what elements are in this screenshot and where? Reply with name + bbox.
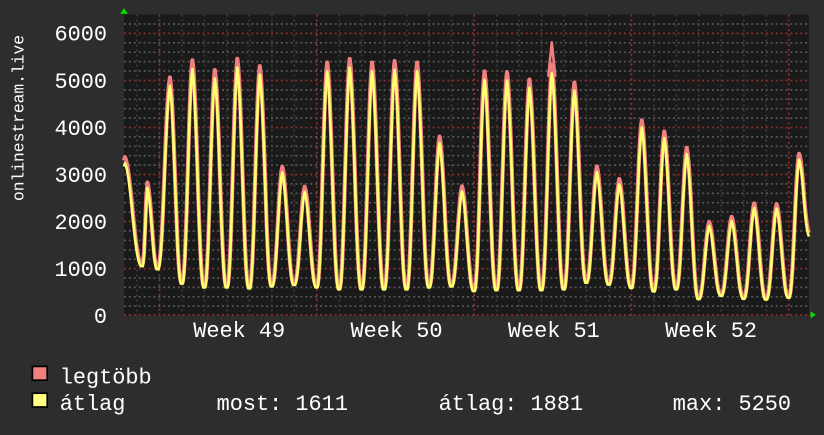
svg-text:Week 50: Week 50: [351, 319, 443, 344]
svg-text:átlag: átlag: [60, 392, 126, 417]
svg-text:1000: 1000: [54, 258, 107, 283]
svg-text:max: 5250: max: 5250: [673, 392, 791, 417]
svg-text:most: 1611: most: 1611: [217, 392, 348, 417]
svg-text:0: 0: [94, 305, 107, 330]
svg-text:Week 51: Week 51: [508, 319, 600, 344]
svg-text:6000: 6000: [54, 23, 107, 48]
svg-text:2000: 2000: [54, 211, 107, 236]
svg-text:3000: 3000: [54, 164, 107, 189]
svg-text:4000: 4000: [54, 117, 107, 142]
svg-text:Week 49: Week 49: [193, 319, 285, 344]
svg-text:5000: 5000: [54, 70, 107, 95]
svg-text:legtöbb: legtöbb: [60, 366, 152, 391]
svg-text:átlag: 1881: átlag: 1881: [439, 392, 584, 417]
svg-text:Week 52: Week 52: [665, 319, 757, 344]
svg-text:onlinestream.live: onlinestream.live: [10, 35, 29, 201]
